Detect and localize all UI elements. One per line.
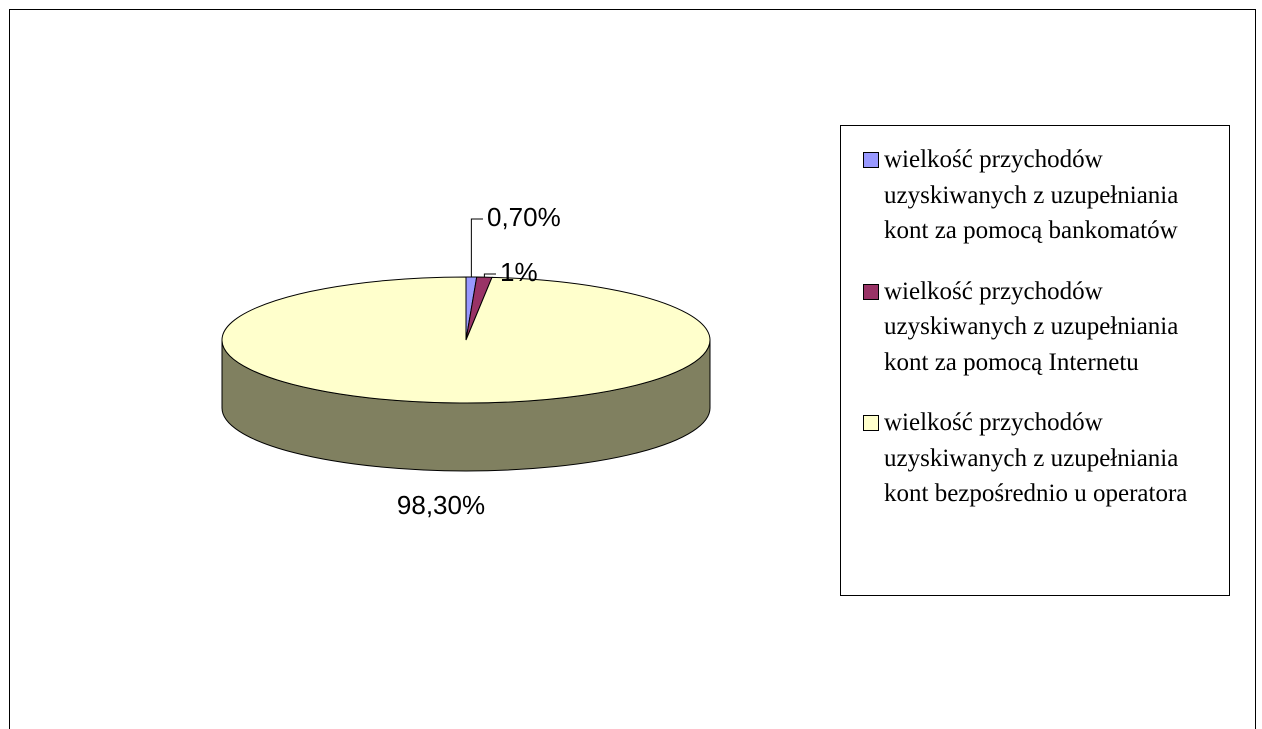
legend-swatch [863, 152, 879, 168]
leader-line [483, 273, 496, 278]
legend-item: wielkość przychodów uzyskiwanych z uzupe… [863, 142, 1229, 249]
legend-label: wielkość przychodów uzyskiwanych z uzupe… [884, 277, 1179, 376]
legend-item: wielkość przychodów uzyskiwanych z uzupe… [863, 274, 1229, 381]
legend: wielkość przychodów uzyskiwanych z uzupe… [840, 125, 1230, 596]
legend-swatch [863, 283, 879, 300]
pie-slice [221, 276, 711, 404]
legend-item: wielkość przychodów uzyskiwanych z uzupe… [863, 405, 1229, 512]
data-label: 0,70% [487, 202, 561, 232]
chart-frame [9, 9, 1256, 729]
data-label: 1% [500, 257, 538, 287]
legend-label: wielkość przychodów uzyskiwanych z uzupe… [884, 146, 1179, 244]
legend-label: wielkość przychodów uzyskiwanych z uzupe… [884, 409, 1188, 507]
leader-line [470, 218, 483, 278]
data-label: 98,30% [397, 490, 485, 520]
legend-swatch [863, 415, 879, 431]
